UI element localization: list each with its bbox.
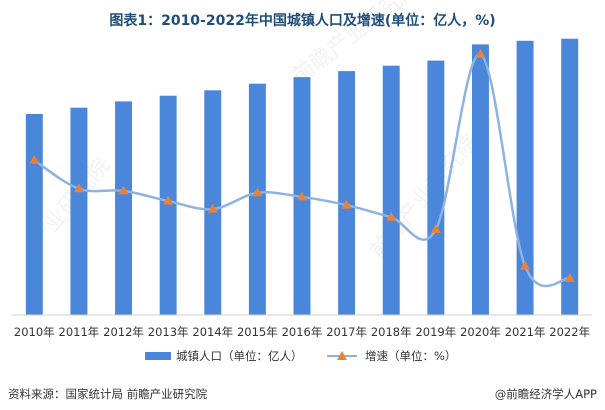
growth-marker-2014年 (207, 203, 218, 213)
bar-2015年 (248, 83, 266, 315)
legend-bar-swatch (145, 352, 171, 360)
legend: 城镇人口（单位：亿人） 增速（单位：%） (145, 349, 456, 363)
x-tick-label-2019年: 2019年 (415, 325, 456, 339)
bar-2019年 (427, 60, 445, 315)
x-tick-label-2010年: 2010年 (14, 325, 55, 339)
bar-2010年 (25, 114, 43, 315)
bar-2017年 (338, 71, 356, 315)
bar-2021年 (516, 40, 534, 316)
growth-marker-2021年 (520, 260, 531, 270)
x-tick-label-2016年: 2016年 (282, 325, 323, 339)
bar-2014年 (204, 90, 222, 315)
legend-bar-label: 城镇人口（单位：亿人） (176, 349, 303, 363)
bar-2013年 (159, 95, 177, 315)
growth-marker-2018年 (386, 211, 397, 221)
bar-2022年 (561, 38, 579, 315)
bar-2011年 (70, 107, 88, 315)
x-tick-label-2011年: 2011年 (59, 325, 100, 339)
x-tick-label-2017年: 2017年 (326, 325, 367, 339)
x-tick-label-2015年: 2015年 (237, 325, 278, 339)
growth-marker-2013年 (163, 195, 174, 205)
bar-2020年 (471, 44, 489, 316)
growth-marker-2010年 (29, 154, 40, 164)
growth-marker-2015年 (252, 187, 263, 197)
growth-marker-2012年 (118, 185, 129, 195)
x-tick-label-2021年: 2021年 (505, 325, 546, 339)
x-tick-label-2018年: 2018年 (371, 325, 412, 339)
bar-2018年 (382, 65, 400, 315)
growth-marker-2020年 (475, 48, 486, 58)
credit-note: @前瞻经济学人APP (494, 387, 597, 401)
x-tick-label-2020年: 2020年 (460, 325, 501, 339)
x-tick-label-2022年: 2022年 (549, 325, 590, 339)
x-tick-label-2014年: 2014年 (192, 325, 233, 339)
source-note: 资料来源：国家统计局 前瞻产业研究院 (8, 387, 208, 401)
bar-2012年 (115, 101, 133, 316)
growth-marker-2016年 (297, 191, 307, 201)
chart-title: 图表1：2010-2022年中国城镇人口及增速(单位：亿人，%) (109, 13, 496, 29)
svg-text:前瞻产业研究院: 前瞻产业研究院 (288, 0, 425, 90)
growth-marker-2011年 (73, 183, 84, 193)
legend-line-marker (337, 351, 347, 360)
x-tick-label-2012年: 2012年 (103, 325, 144, 339)
growth-marker-2022年 (564, 272, 575, 282)
legend-line-label: 增速（单位：%） (365, 349, 456, 363)
x-tick-label-2013年: 2013年 (148, 325, 189, 339)
growth-marker-2019年 (430, 224, 441, 233)
growth-marker-2017年 (341, 199, 352, 209)
